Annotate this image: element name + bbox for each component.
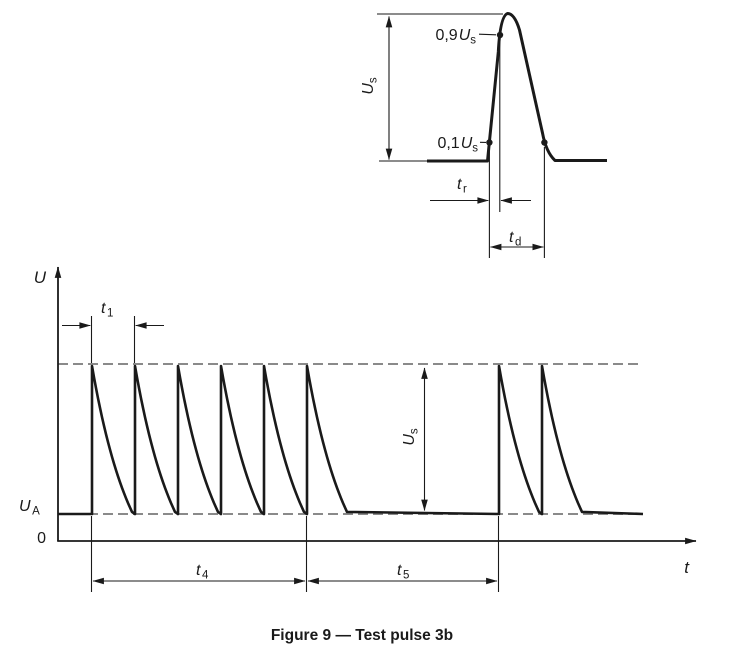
label-y-axis: U (34, 268, 47, 287)
label-01us: 0,1Us (437, 135, 478, 155)
figure-caption: Figure 9 — Test pulse 3b (271, 627, 453, 644)
point-01-rise-dot (486, 139, 493, 146)
point-09-rise-dot (496, 31, 504, 39)
label-us-main: Us (401, 428, 421, 446)
label-x-axis: t (684, 558, 690, 577)
leader-09us (478, 33, 497, 36)
point-01-fall-dot (541, 139, 548, 146)
label-origin: 0 (37, 530, 46, 547)
label-us-inset: Us (360, 77, 380, 95)
label-09us: 0,9Us (435, 27, 476, 47)
waveform-path (58, 364, 644, 516)
